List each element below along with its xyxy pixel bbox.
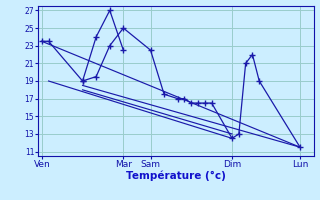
X-axis label: Température (°c): Température (°c) <box>126 171 226 181</box>
